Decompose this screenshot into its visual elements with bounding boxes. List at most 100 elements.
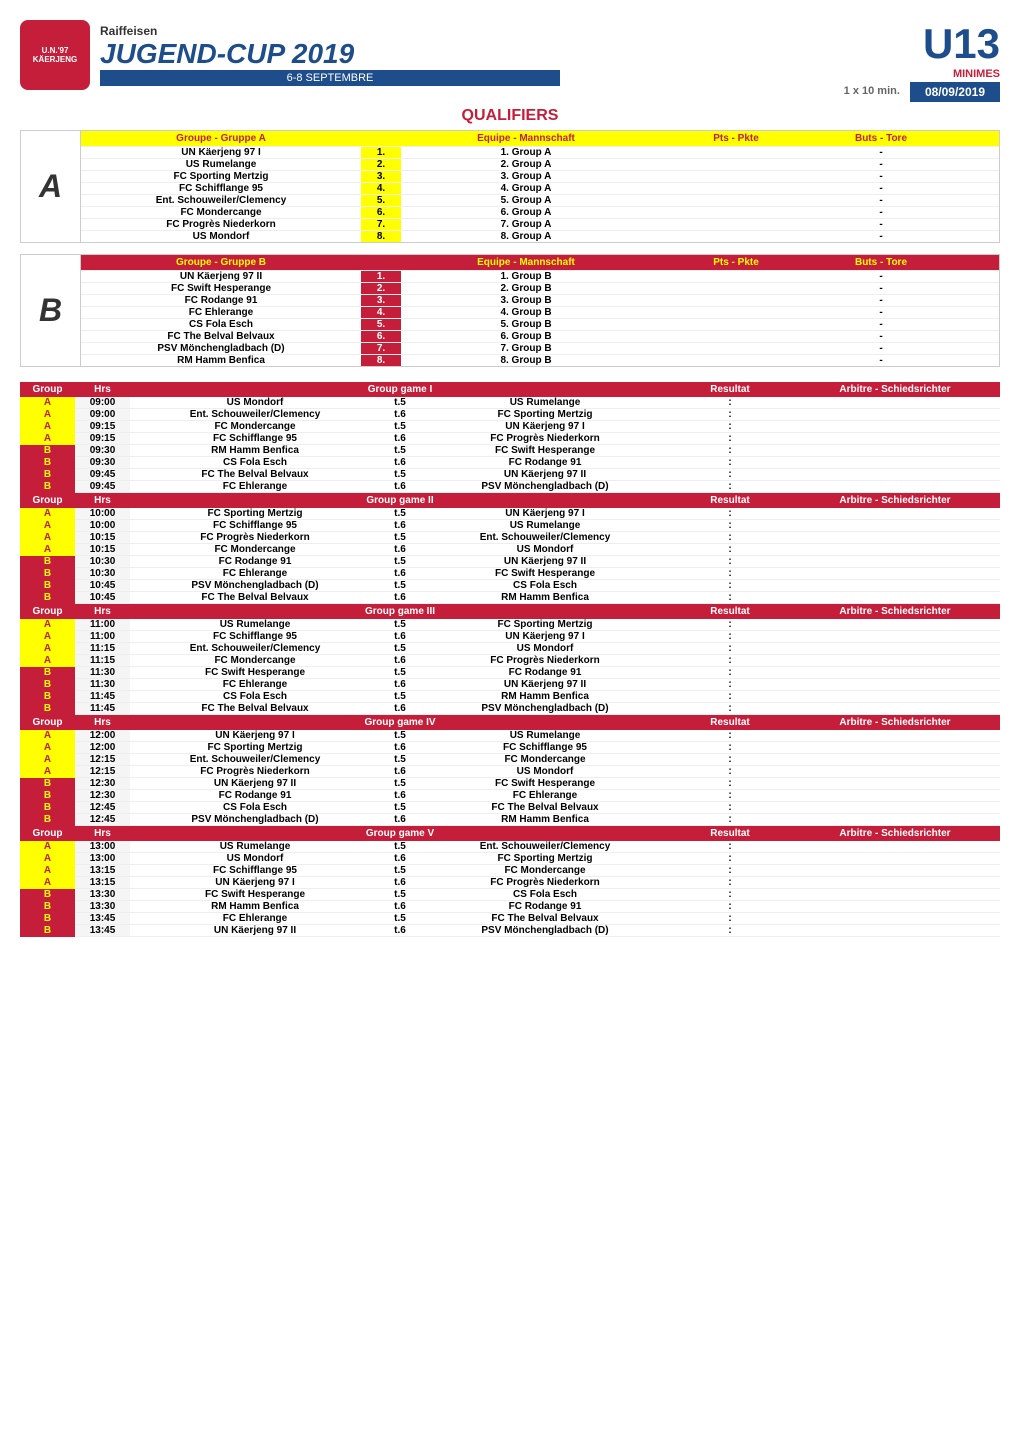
schedule-row: B 10:45 FC The Belval Belvaux t.6 RM Ham… (20, 592, 1000, 604)
row-field: t.6 (380, 853, 420, 865)
team-row: FC Swift Hesperange 2. 2. Group B - (81, 282, 999, 294)
row-group: B (20, 925, 75, 937)
buts-cell: - (821, 195, 941, 206)
schedule-row: B 11:30 FC Ehlerange t.6 UN Käerjeng 97 … (20, 679, 1000, 691)
row-team1: FC Rodange 91 (130, 790, 380, 802)
team-name: FC Ehlerange (81, 307, 361, 318)
row-result: : (670, 445, 790, 457)
schedule-row: B 12:45 CS Fola Esch t.5 FC The Belval B… (20, 802, 1000, 814)
row-team2: FC Swift Hesperange (420, 568, 670, 580)
col-resultat: Resultat (670, 604, 790, 619)
schedule-row: B 13:30 RM Hamm Benfica t.6 FC Rodange 9… (20, 901, 1000, 913)
right-header: U13 MINIMES (923, 20, 1000, 80)
row-team2: RM Hamm Benfica (420, 814, 670, 826)
col-hrs: Hrs (75, 493, 130, 508)
schedule-header: Group Hrs Group game II Resultat Arbitre… (20, 493, 1000, 508)
row-time: 10:15 (75, 532, 130, 544)
row-field: t.6 (380, 631, 420, 643)
row-time: 13:15 (75, 865, 130, 877)
row-referee (790, 754, 1000, 766)
row-result: : (670, 568, 790, 580)
team-number: 2. (361, 283, 401, 294)
row-time: 11:00 (75, 631, 130, 643)
row-time: 11:30 (75, 679, 130, 691)
row-group: B (20, 481, 75, 493)
row-result: : (670, 754, 790, 766)
sponsor: Raiffeisen (100, 24, 560, 38)
row-team2: US Rumelange (420, 730, 670, 742)
row-team2: FC Swift Hesperange (420, 778, 670, 790)
team-name: FC Rodange 91 (81, 295, 361, 306)
event-date: 08/09/2019 (910, 82, 1000, 102)
row-referee (790, 655, 1000, 667)
buts-cell: - (821, 219, 941, 230)
standing-placeholder: 5. Group B (401, 319, 651, 330)
row-result: : (670, 814, 790, 826)
row-result: : (670, 667, 790, 679)
row-time: 13:00 (75, 841, 130, 853)
row-result: : (670, 679, 790, 691)
row-result: : (670, 925, 790, 937)
row-group: A (20, 631, 75, 643)
team-number: 8. (361, 355, 401, 366)
row-referee (790, 481, 1000, 493)
row-group: B (20, 580, 75, 592)
row-time: 13:15 (75, 877, 130, 889)
row-field: t.5 (380, 778, 420, 790)
row-referee (790, 556, 1000, 568)
buts-cell: - (821, 319, 941, 330)
age-block: U13 MINIMES (923, 20, 1000, 80)
row-team2: FC Progrès Niederkorn (420, 655, 670, 667)
row-result: : (670, 481, 790, 493)
row-team2: PSV Mönchengladbach (D) (420, 925, 670, 937)
row-team2: UN Käerjeng 97 I (420, 508, 670, 520)
row-group: B (20, 778, 75, 790)
team-name: FC Mondercange (81, 207, 361, 218)
row-team1: FC Mondercange (130, 544, 380, 556)
team-name: FC Progrès Niederkorn (81, 219, 361, 230)
row-group: A (20, 619, 75, 631)
schedule-row: A 13:00 US Mondorf t.6 FC Sporting Mertz… (20, 853, 1000, 865)
row-team2: PSV Mönchengladbach (D) (420, 481, 670, 493)
group-b-block: B Groupe - Gruppe B Equipe - Mannschaft … (20, 254, 1000, 367)
row-time: 10:45 (75, 580, 130, 592)
row-referee (790, 532, 1000, 544)
row-team1: FC Ehlerange (130, 913, 380, 925)
row-result: : (670, 691, 790, 703)
logo-line1: U.N.'97 (42, 46, 69, 55)
team-number: 6. (361, 331, 401, 342)
standing-placeholder: 7. Group B (401, 343, 651, 354)
schedule-row: B 09:45 FC Ehlerange t.6 PSV Mönchenglad… (20, 481, 1000, 493)
row-group: B (20, 679, 75, 691)
row-referee (790, 889, 1000, 901)
schedule-row: A 09:00 Ent. Schouweiler/Clemency t.6 FC… (20, 409, 1000, 421)
row-result: : (670, 520, 790, 532)
row-result: : (670, 778, 790, 790)
row-field: t.6 (380, 814, 420, 826)
age-group: U13 (923, 20, 1000, 68)
row-result: : (670, 397, 790, 409)
row-time: 13:45 (75, 913, 130, 925)
row-result: : (670, 421, 790, 433)
col-arbitre: Arbitre - Schiedsrichter (790, 826, 1000, 841)
row-field: t.5 (380, 643, 420, 655)
team-name: Ent. Schouweiler/Clemency (81, 195, 361, 206)
standing-placeholder: 2. Group A (401, 159, 651, 170)
row-team2: CS Fola Esch (420, 580, 670, 592)
buts-cell: - (821, 295, 941, 306)
row-group: A (20, 508, 75, 520)
row-team1: FC Mondercange (130, 655, 380, 667)
col-arbitre: Arbitre - Schiedsrichter (790, 715, 1000, 730)
standing-placeholder: 1. Group B (401, 271, 651, 282)
row-time: 13:00 (75, 853, 130, 865)
row-team1: FC Ehlerange (130, 481, 380, 493)
standing-placeholder: 5. Group A (401, 195, 651, 206)
team-number: 3. (361, 295, 401, 306)
row-time: 12:00 (75, 730, 130, 742)
row-team1: RM Hamm Benfica (130, 445, 380, 457)
row-team2: FC Sporting Mertzig (420, 619, 670, 631)
row-group: A (20, 754, 75, 766)
row-team1: US Mondorf (130, 397, 380, 409)
pts-cell (651, 147, 821, 158)
team-row: RM Hamm Benfica 8. 8. Group B - (81, 354, 999, 366)
